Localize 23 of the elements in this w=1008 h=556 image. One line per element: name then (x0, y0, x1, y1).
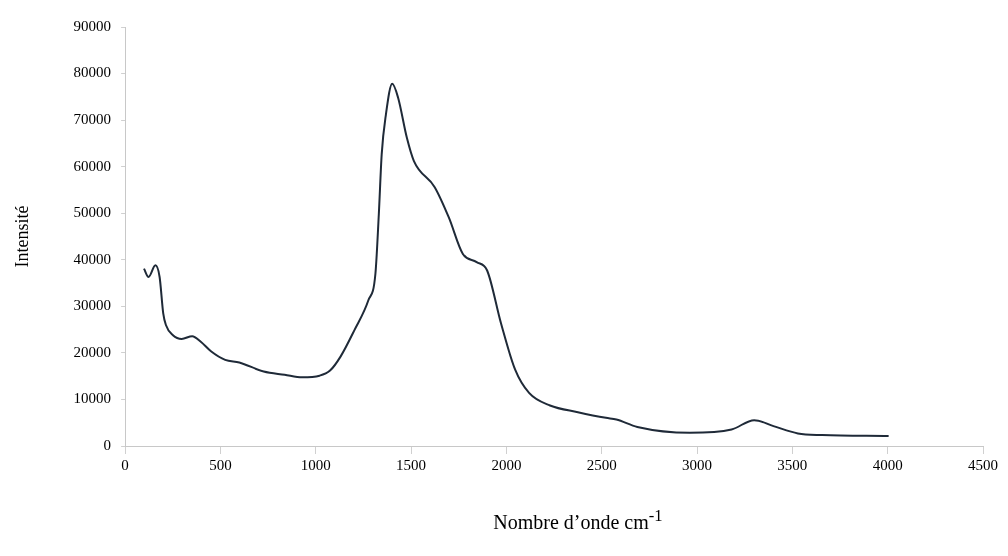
y-tick-label: 70000 (73, 111, 112, 128)
y-tick-label: 20000 (73, 343, 112, 360)
x-tick-label: 1000 (300, 456, 331, 473)
x-tick-label: 4500 (968, 456, 998, 473)
y-tick-label: 90000 (73, 17, 112, 34)
y-tick-label: 60000 (73, 157, 112, 174)
line-series (142, 82, 890, 438)
x-tick-label: 2000 (491, 456, 522, 473)
x-tick-label: 4000 (872, 456, 903, 473)
y-tick-label: 40000 (73, 250, 112, 267)
y-tick-label: 50000 (73, 204, 112, 221)
y-tick-label: 10000 (73, 390, 112, 407)
x-tick-label: 2500 (586, 456, 617, 473)
x-tick-label: 500 (209, 456, 232, 473)
x-tick-label: 0 (121, 456, 129, 473)
x-tick-label: 3500 (777, 456, 808, 473)
y-tick-label: 30000 (73, 297, 112, 314)
y-axis-title: Intensité (11, 205, 32, 268)
y-tick-label: 80000 (73, 64, 112, 81)
x-tick-label: 1500 (396, 456, 427, 473)
x-axis-title: Nombre d’onde cm$^{-1}$ (492, 506, 664, 534)
y-tick-label: 0 (103, 436, 112, 453)
x-tick-label: 3000 (682, 456, 713, 473)
